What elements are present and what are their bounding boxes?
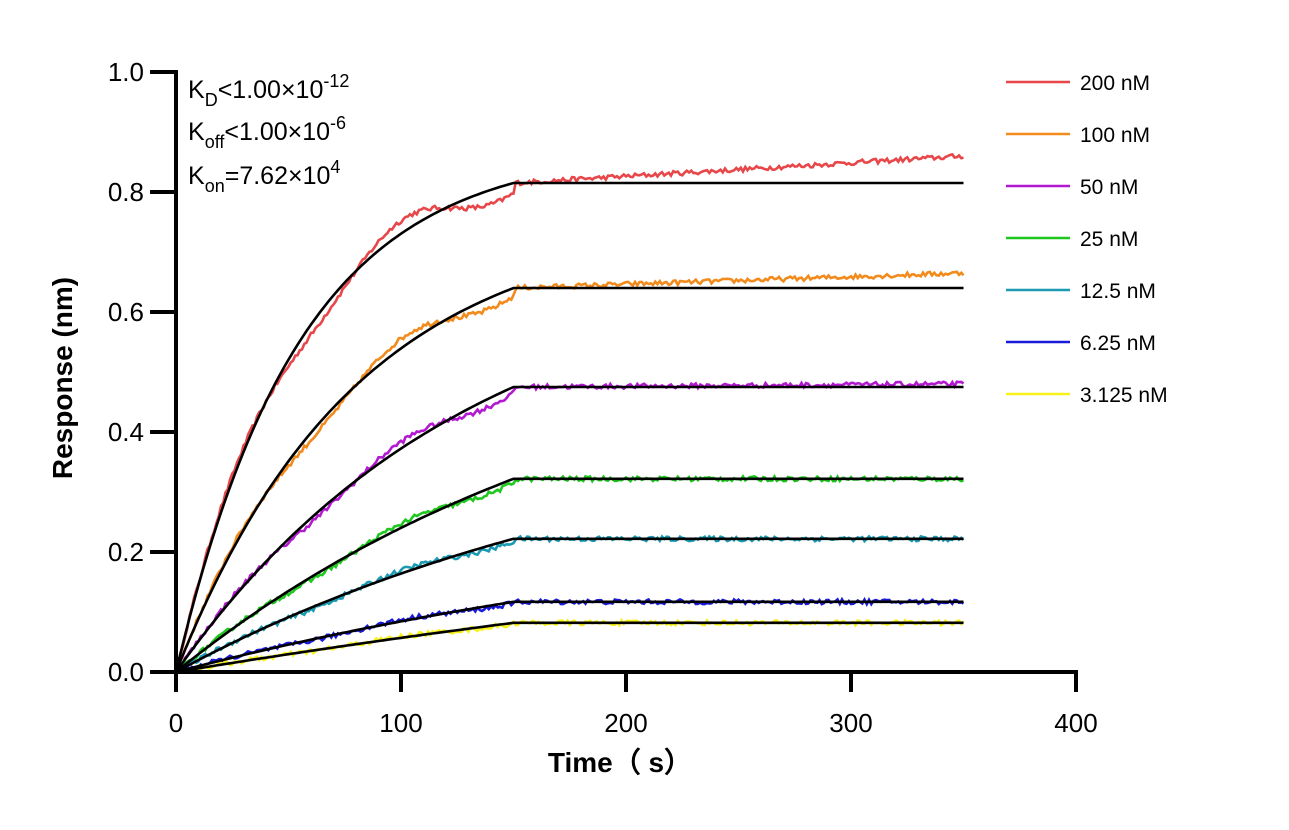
legend-label: 25 nM [1080, 228, 1138, 251]
fit-line [174, 385, 964, 673]
annotation-koff: Koff<1.00×10-6 [188, 113, 346, 152]
legend-label: 50 nM [1080, 176, 1138, 199]
x-tick-label: 0 [169, 708, 183, 738]
legend-label: 6.25 nM [1080, 332, 1156, 355]
legend: 200 nM 100 nM 50 nM 25 nM 12.5 nM 6.25 nM 3.12… [1006, 72, 1168, 407]
annotation-kd: KD<1.00×10-12 [188, 71, 349, 110]
fit-line [174, 181, 964, 673]
axes-layer: 0 100 200 300 400 0.0 0.2 0.4 0.6 0.8 1.0 [108, 57, 1098, 738]
legend-label: 3.125 nM [1080, 384, 1168, 407]
legend-label: 100 nM [1080, 124, 1150, 147]
fit-layer [174, 181, 964, 674]
series-line [175, 617, 965, 674]
y-tick-label: 0.6 [108, 297, 144, 327]
annotation-kon: Kon=7.62×104 [188, 157, 340, 196]
fit-line [175, 537, 964, 674]
fit-line [175, 477, 964, 674]
x-tick-label: 300 [829, 708, 872, 738]
series-line [174, 270, 965, 673]
fit-line [175, 600, 964, 674]
series-line [175, 596, 965, 674]
fit-line [174, 286, 964, 673]
series-line [174, 152, 964, 673]
y-tick-label: 1.0 [108, 57, 144, 87]
y-tick-label: 0.2 [108, 537, 144, 567]
y-tick-label: 0.0 [108, 657, 144, 687]
x-tick-label: 100 [379, 708, 422, 738]
y-axis-title: Response (nm) [47, 277, 78, 479]
y-tick-label: 0.4 [108, 417, 144, 447]
y-tick-label: 0.8 [108, 177, 144, 207]
legend-label: 200 nM [1080, 72, 1150, 95]
x-axis-title: Time（ s） [548, 746, 692, 778]
x-tick-label: 400 [1054, 708, 1097, 738]
fit-line [175, 621, 964, 674]
series-layer [174, 152, 965, 674]
legend-label: 12.5 nM [1080, 280, 1156, 303]
series-line [174, 379, 965, 673]
x-tick-label: 200 [604, 708, 647, 738]
